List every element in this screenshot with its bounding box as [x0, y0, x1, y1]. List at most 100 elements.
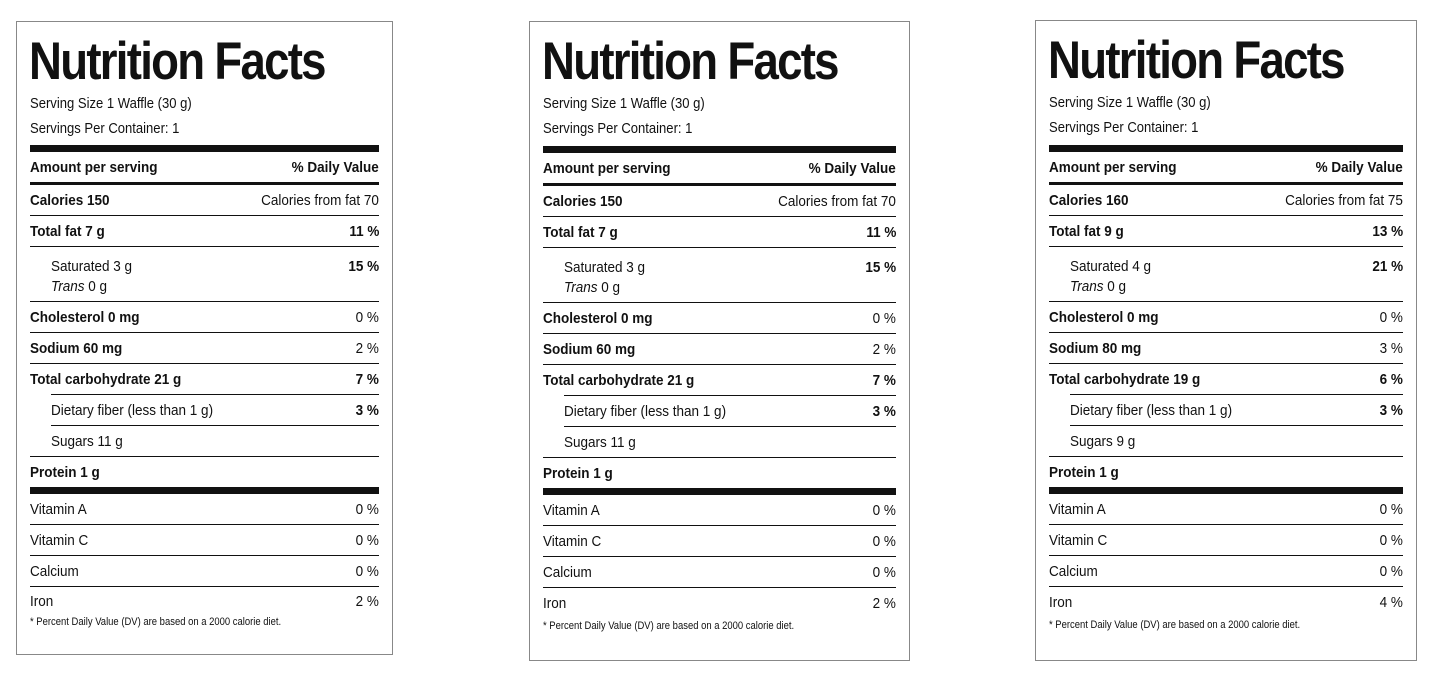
trans-value: 0 g [88, 278, 108, 295]
sodium-dv: 2 % [872, 340, 896, 358]
trans-label: Trans [564, 279, 598, 296]
divider [51, 394, 379, 395]
divider [543, 525, 896, 526]
vitamin-c-dv: 0 % [872, 532, 896, 550]
sodium-row: Sodium 80 mg 3 % [1049, 333, 1403, 363]
calories: Calories 150 [30, 191, 110, 209]
fiber-row: Dietary fiber (less than 1 g) 3 % [1049, 395, 1403, 425]
servings-per-container: Servings Per Container: 1 [1049, 120, 1199, 136]
divider [1049, 456, 1403, 457]
calcium-dv: 0 % [1379, 562, 1403, 580]
cholesterol: Cholesterol 0 mg [30, 308, 140, 326]
divider [30, 332, 379, 333]
divider [1049, 555, 1403, 556]
vitamin-a: Vitamin A [543, 501, 600, 519]
calcium-row: Calcium 0 % [30, 556, 379, 586]
serving-size: Serving Size 1 Waffle (30 g) [543, 96, 705, 112]
saturated: Saturated 3 g [564, 259, 646, 276]
servings-per-container: Servings Per Container: 1 [543, 121, 693, 137]
trans-label: Trans [1070, 278, 1104, 295]
divider [30, 246, 379, 247]
calcium: Calcium [1049, 562, 1098, 580]
protein: Protein 1 g [30, 463, 100, 481]
divider [543, 302, 896, 303]
nutrition-label-3: Nutrition Facts Serving Size 1 Waffle (3… [1035, 20, 1417, 661]
fiber-dv: 3 % [1379, 401, 1403, 419]
vitamin-c-row: Vitamin C 0 % [30, 525, 379, 555]
saturated: Saturated 4 g [1070, 258, 1152, 275]
footnote: * Percent Daily Value (DV) are based on … [30, 616, 282, 628]
sodium: Sodium 60 mg [30, 339, 123, 357]
sugars-row: Sugars 9 g [1049, 426, 1403, 456]
divider [1049, 301, 1403, 302]
header-row: Amount per serving % Daily Value [1049, 152, 1403, 182]
divider [30, 586, 379, 587]
label-title: Nutrition Facts [542, 32, 840, 91]
divider [51, 425, 379, 426]
sodium-dv: 2 % [355, 339, 379, 357]
carbohydrate: Total carbohydrate 19 g [1049, 370, 1201, 388]
cholesterol: Cholesterol 0 mg [543, 309, 653, 327]
calories-from-fat: Calories from fat 70 [261, 191, 379, 209]
calcium: Calcium [30, 562, 79, 580]
serving-size: Serving Size 1 Waffle (30 g) [1049, 95, 1211, 111]
sodium: Sodium 60 mg [543, 340, 636, 358]
iron: Iron [543, 595, 567, 612]
divider [564, 426, 896, 427]
fiber: Dietary fiber (less than 1 g) [1070, 401, 1233, 419]
divider-thick [30, 145, 379, 152]
fiber: Dietary fiber (less than 1 g) [51, 401, 214, 419]
protein: Protein 1 g [543, 464, 613, 482]
saturated-trans-row: Saturated 3 g 15 % Trans 0 g [543, 248, 896, 302]
vitamin-a-dv: 0 % [872, 501, 896, 519]
trans-value: 0 g [601, 279, 621, 296]
divider [1049, 363, 1403, 364]
carbohydrate-row: Total carbohydrate 19 g 6 % [1049, 364, 1403, 394]
sugars-row: Sugars 11 g [30, 426, 379, 456]
protein-row: Protein 1 g [1049, 457, 1403, 487]
iron-dv: 2 % [872, 595, 896, 612]
protein-row: Protein 1 g [543, 458, 896, 488]
divider [30, 301, 379, 302]
divider-thick [30, 487, 379, 494]
trans-label: Trans [51, 278, 85, 295]
protein-row: Protein 1 g [30, 457, 379, 487]
calories: Calories 160 [1049, 191, 1129, 209]
calcium-dv: 0 % [872, 563, 896, 581]
divider [1049, 586, 1403, 587]
divider [543, 587, 896, 588]
divider [1049, 524, 1403, 525]
calories-row: Calories 150 Calories from fat 70 [30, 185, 379, 215]
sugars: Sugars 11 g [564, 433, 636, 451]
vitamin-a-dv: 0 % [355, 500, 379, 518]
divider-mid [30, 182, 379, 185]
divider-thick [1049, 487, 1403, 494]
total-fat-row: Total fat 9 g 13 % [1049, 216, 1403, 246]
iron: Iron [1049, 594, 1073, 611]
divider [543, 364, 896, 365]
vitamin-a-dv: 0 % [1379, 500, 1403, 518]
iron-dv: 2 % [355, 592, 379, 610]
fiber-row: Dietary fiber (less than 1 g) 3 % [30, 395, 379, 425]
fiber-row: Dietary fiber (less than 1 g) 3 % [543, 396, 896, 426]
iron-row: Iron 2 % [30, 587, 379, 615]
fiber-dv: 3 % [872, 402, 896, 420]
vitamin-a-row: Vitamin A 0 % [543, 495, 896, 525]
divider-mid [1049, 182, 1403, 185]
divider [543, 216, 896, 217]
total-fat: Total fat 9 g [1049, 222, 1124, 240]
dv-header: % Daily Value [1315, 158, 1403, 176]
divider [1070, 425, 1403, 426]
divider [30, 555, 379, 556]
divider [30, 524, 379, 525]
saturated: Saturated 3 g [51, 258, 133, 275]
dv-header: % Daily Value [808, 159, 896, 177]
serving-size: Serving Size 1 Waffle (30 g) [30, 96, 192, 112]
amount-header: Amount per serving [543, 159, 671, 177]
nutrition-label-2: Nutrition Facts Serving Size 1 Waffle (3… [529, 21, 910, 661]
sodium-dv: 3 % [1379, 339, 1403, 357]
divider-thick [1049, 145, 1403, 152]
total-fat: Total fat 7 g [543, 223, 618, 241]
divider [1049, 332, 1403, 333]
divider [30, 363, 379, 364]
